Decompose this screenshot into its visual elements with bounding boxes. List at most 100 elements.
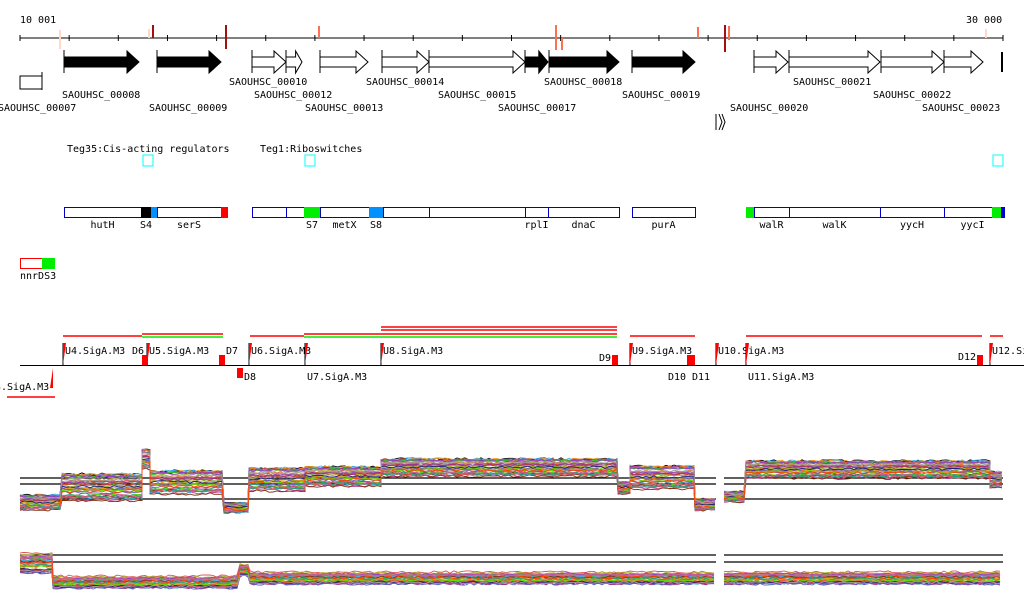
operon-segment[interactable] bbox=[221, 207, 228, 218]
operon-segment[interactable] bbox=[141, 207, 152, 218]
gene-saouhsc_00013[interactable]: SAOUHSC_00013 bbox=[305, 49, 383, 114]
break-icon bbox=[715, 113, 726, 131]
operon-segment[interactable] bbox=[252, 207, 287, 218]
promoter-up-label: U10.SigA.M3 bbox=[718, 346, 784, 357]
promoter-up-marker[interactable] bbox=[305, 343, 308, 365]
operon-segment[interactable] bbox=[548, 207, 620, 218]
expression-series bbox=[19, 460, 1003, 511]
operon-segment[interactable] bbox=[157, 207, 222, 218]
gene-label: SAOUHSC_00020 bbox=[730, 103, 808, 114]
gene-saouhsc_00018[interactable]: SAOUHSC_00018 bbox=[544, 49, 622, 88]
gene-saouhsc_00019[interactable]: SAOUHSC_00019 bbox=[622, 49, 700, 101]
ruler-end-label: 30 000 bbox=[966, 15, 1002, 26]
operon-gene-label: serS bbox=[177, 220, 201, 231]
promoter-up-label: U4.SigA.M3 bbox=[65, 346, 125, 357]
expression-series bbox=[19, 452, 1003, 507]
gene-saouhsc_00021[interactable]: SAOUHSC_00021 bbox=[788, 49, 881, 88]
gene-label: SAOUHSC_00008 bbox=[62, 90, 140, 101]
gene-saouhsc_00022[interactable]: SAOUHSC_00022 bbox=[873, 49, 951, 101]
operon-segment[interactable] bbox=[320, 207, 370, 218]
regulator-box[interactable] bbox=[142, 154, 154, 167]
srna-box[interactable] bbox=[20, 258, 43, 269]
gene-saouhsc_00012[interactable]: SAOUHSC_00012 bbox=[254, 49, 332, 101]
expression-series bbox=[19, 451, 1003, 506]
terminator-marker[interactable] bbox=[219, 355, 225, 365]
promoter-up-marker[interactable] bbox=[249, 343, 252, 365]
gene-label: SAOUHSC_00010 bbox=[229, 77, 307, 88]
gene-label: SAOUHSC_00014 bbox=[366, 77, 444, 88]
gene-label: SAOUHSC_00019 bbox=[622, 90, 700, 101]
operon-segment[interactable] bbox=[304, 207, 321, 218]
gene-label: SAOUHSC_00013 bbox=[305, 103, 383, 114]
gene-saouhsc_00009[interactable]: SAOUHSC_00009 bbox=[149, 49, 227, 114]
gene-saouhsc_00010[interactable]: SAOUHSC_00010 bbox=[229, 49, 307, 88]
gene-saouhsc_00008[interactable]: SAOUHSC_00008 bbox=[62, 49, 140, 101]
promoter-up-marker[interactable] bbox=[990, 343, 993, 365]
operon-segment[interactable] bbox=[754, 207, 790, 218]
expression-series bbox=[19, 569, 1001, 589]
promoter-up-marker[interactable] bbox=[630, 343, 633, 365]
variant-mark bbox=[985, 29, 987, 38]
terminator-marker[interactable] bbox=[237, 368, 243, 378]
operon-segment[interactable] bbox=[369, 207, 384, 218]
variant-mark bbox=[728, 26, 730, 40]
operon-segment[interactable] bbox=[64, 207, 142, 218]
gene-track: SAOUHSC_00007 SAOUHSC_00008 SAOUHSC_00009 S… bbox=[0, 49, 1003, 131]
variant-mark bbox=[148, 29, 150, 38]
gene-saouhsc_00017[interactable]: SAOUHSC_00017 bbox=[498, 49, 576, 114]
promoter-up-label: U11.SigA.M3 bbox=[748, 372, 814, 383]
ruler-start-label: 10 001 bbox=[20, 15, 56, 26]
gene-label: SAOUHSC_00018 bbox=[544, 77, 622, 88]
coordinate-ruler: 10 001 30 000 bbox=[19, 15, 1004, 52]
expression-series bbox=[19, 561, 1001, 584]
srna-label: nnrDS3 bbox=[20, 271, 56, 282]
regulator-box[interactable] bbox=[992, 154, 1004, 167]
regulator-box[interactable] bbox=[304, 154, 316, 167]
terminator-marker[interactable] bbox=[612, 355, 618, 365]
operon-track: hutH S4 serS S7 metX S8 rplI dnaC purA walR walK yy… bbox=[64, 207, 1005, 231]
operon-segment[interactable] bbox=[429, 207, 526, 218]
operon-segment[interactable] bbox=[880, 207, 945, 218]
promoter-up-marker[interactable] bbox=[746, 343, 749, 365]
terminator-marker[interactable] bbox=[142, 355, 148, 365]
operon-segment[interactable] bbox=[1001, 207, 1005, 218]
operon-segment[interactable] bbox=[383, 207, 430, 218]
operon-gene-label: hutH bbox=[90, 220, 114, 231]
operon-gene-label: yycH bbox=[900, 220, 924, 231]
gene-saouhsc_00020[interactable]: SAOUHSC_00020 bbox=[730, 49, 808, 114]
operon-segment[interactable] bbox=[789, 207, 881, 218]
operon-segment[interactable] bbox=[151, 207, 158, 218]
terminator-label: D9 bbox=[599, 353, 611, 364]
gene-saouhsc_00014[interactable]: SAOUHSC_00014 bbox=[366, 49, 444, 88]
operon-segment[interactable] bbox=[746, 207, 755, 218]
gene-label: SAOUHSC_00007 bbox=[0, 103, 76, 114]
expression-profile-track bbox=[19, 448, 1003, 590]
operon-segment[interactable] bbox=[632, 207, 696, 218]
variant-mark bbox=[225, 25, 227, 49]
regulator-label: Teg1:Riboswitches bbox=[260, 144, 362, 155]
variant-mark bbox=[561, 38, 563, 50]
operon-gene-label: purA bbox=[651, 220, 675, 231]
operon-gene-label: S8 bbox=[370, 220, 382, 231]
terminator-label: D7 bbox=[226, 346, 238, 357]
operon-gene-label: yycI bbox=[960, 220, 984, 231]
promoter-up-marker[interactable] bbox=[63, 343, 66, 365]
operon-gene-label: walK bbox=[822, 220, 846, 231]
terminator-label: D11 bbox=[692, 372, 710, 383]
terminator-marker[interactable] bbox=[689, 355, 695, 365]
operon-segment[interactable] bbox=[525, 207, 549, 218]
promoter-up-label: U7.SigA.M3 bbox=[307, 372, 367, 383]
gene-saouhsc_00007[interactable]: SAOUHSC_00007 bbox=[0, 72, 76, 114]
operon-segment[interactable] bbox=[286, 207, 305, 218]
promoter-up-marker[interactable] bbox=[716, 343, 719, 365]
expression-series bbox=[19, 455, 1003, 508]
operon-gene-label: dnaC bbox=[571, 220, 595, 231]
promoter-up-marker[interactable] bbox=[381, 343, 384, 365]
terminator-label: D6 bbox=[132, 346, 144, 357]
gene-saouhsc_00023[interactable]: SAOUHSC_00023 bbox=[922, 49, 1000, 114]
terminator-label: D10 bbox=[668, 372, 686, 383]
operon-segment[interactable] bbox=[992, 207, 1002, 218]
terminator-marker[interactable] bbox=[977, 355, 983, 365]
gene-saouhsc_00015[interactable]: SAOUHSC_00015 bbox=[428, 49, 526, 101]
